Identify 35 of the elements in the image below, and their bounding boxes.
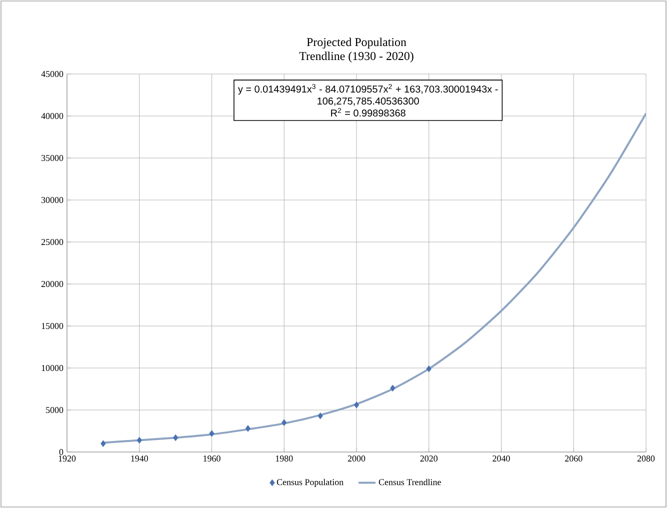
y-tick-label: 30000 (41, 196, 64, 204)
y-tick-label: 25000 (41, 238, 64, 246)
y-tick-label: 20000 (41, 280, 64, 288)
y-tick-label: 40000 (41, 112, 64, 120)
x-tick-label: 2000 (348, 456, 366, 462)
annotation: y = 0.01439491x$^{3}$ - 84.07109557x$^{2}$ + 163,703.30001943x - (238, 84, 498, 95)
point (136, 436, 142, 444)
legend-label: Census Population (276, 478, 344, 487)
y-tick-label: 35000 (41, 154, 64, 162)
point (390, 384, 396, 392)
point (426, 365, 432, 372)
point (282, 419, 287, 426)
x-tick-label: 2080 (637, 456, 655, 462)
y-tick-label: 10000 (42, 364, 64, 372)
y-tick-label: 5000 (46, 406, 64, 414)
y-tick-label: 0 (59, 448, 64, 456)
point (245, 425, 251, 432)
annotation: 106,275,785.40536300 (318, 98, 419, 106)
point (209, 430, 214, 437)
x-tick-label: 2040 (492, 456, 510, 462)
x-tick-label: 1940 (131, 456, 148, 462)
annotation: R$^{2}$ = 0.99898368 (331, 108, 406, 117)
point (318, 412, 323, 420)
legend-label: Census Trendline (378, 478, 441, 486)
x-tick-label: 1980 (276, 456, 293, 462)
point (100, 440, 106, 447)
x-tick-label: 2060 (565, 456, 582, 462)
point (354, 402, 360, 408)
x-tick-label: 1960 (204, 456, 220, 462)
x-tick-label: 2020 (420, 456, 438, 462)
y-tick-label: 45000 (41, 70, 64, 78)
x-tick-label: 1920 (58, 456, 76, 462)
y-tick-label: 15000 (42, 322, 64, 330)
chart-title: Projected Population Trendline (1930 - 2020) (299, 38, 414, 63)
point (172, 434, 178, 442)
